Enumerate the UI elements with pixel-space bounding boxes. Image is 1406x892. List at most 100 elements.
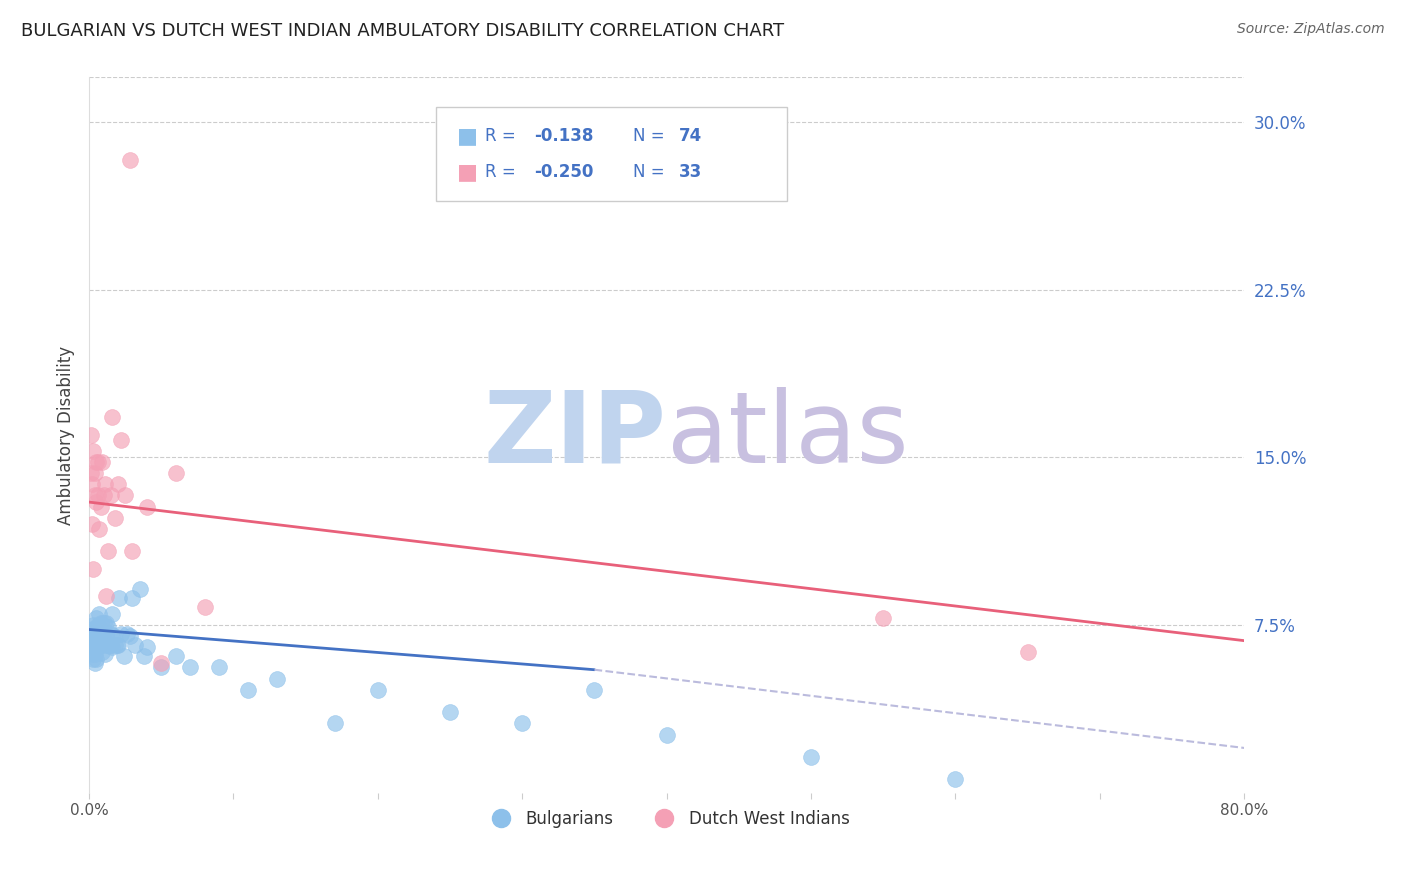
Point: [135, 500, 157, 514]
Point: [89, 522, 111, 536]
Point: [96, 589, 118, 603]
Text: atlas: atlas: [666, 386, 908, 483]
Text: 74: 74: [679, 128, 703, 145]
Point: [208, 660, 231, 674]
Point: [80, 629, 103, 643]
Point: [121, 544, 143, 558]
Point: [121, 591, 143, 606]
Point: [90, 615, 112, 630]
Point: [83, 623, 105, 637]
Point: [87, 488, 110, 502]
Point: [945, 772, 967, 787]
Point: [179, 660, 201, 674]
Point: [93, 633, 115, 648]
Point: [105, 638, 128, 652]
Point: [84, 455, 107, 469]
Point: [114, 488, 136, 502]
Point: [1017, 645, 1039, 659]
Point: [236, 682, 259, 697]
Point: [82, 629, 104, 643]
Point: [110, 627, 132, 641]
Point: [90, 500, 112, 514]
Point: [79, 640, 101, 655]
Text: R =: R =: [485, 128, 522, 145]
Text: N =: N =: [633, 128, 669, 145]
Point: [104, 638, 127, 652]
Point: [79, 466, 101, 480]
Point: [872, 611, 894, 625]
Point: [100, 488, 122, 502]
Point: [83, 656, 105, 670]
Point: [93, 615, 115, 630]
Point: [82, 640, 104, 655]
Point: [150, 660, 173, 674]
Point: [79, 629, 101, 643]
Legend: Bulgarians, Dutch West Indians: Bulgarians, Dutch West Indians: [477, 803, 856, 834]
Point: [82, 443, 104, 458]
Point: [101, 410, 124, 425]
Point: [80, 638, 103, 652]
Y-axis label: Ambulatory Disability: Ambulatory Disability: [58, 345, 75, 524]
Point: [97, 544, 120, 558]
Point: [93, 488, 115, 502]
Point: [83, 488, 105, 502]
Point: [84, 624, 107, 639]
Point: [94, 477, 117, 491]
Point: [132, 649, 155, 664]
Point: [367, 682, 389, 697]
Point: [100, 638, 122, 652]
Text: -0.138: -0.138: [534, 128, 593, 145]
Point: [84, 611, 107, 625]
Point: [165, 466, 187, 480]
Point: [323, 716, 346, 731]
Point: [165, 649, 187, 664]
Point: [93, 627, 115, 641]
Point: [110, 433, 132, 447]
Point: [107, 477, 129, 491]
Point: [118, 153, 141, 168]
Point: [82, 618, 104, 632]
Point: [94, 633, 117, 648]
Point: [87, 618, 110, 632]
Point: [91, 645, 114, 659]
Point: [83, 466, 105, 480]
Point: [89, 607, 111, 621]
Point: [655, 727, 678, 741]
Point: [800, 750, 823, 764]
Point: [93, 638, 115, 652]
Point: [135, 640, 157, 655]
Point: [100, 627, 122, 641]
Text: R =: R =: [485, 163, 522, 181]
Text: N =: N =: [633, 163, 669, 181]
Point: [89, 623, 111, 637]
Point: [124, 638, 146, 652]
Point: [87, 455, 110, 469]
Point: [79, 633, 101, 648]
Point: [112, 649, 135, 664]
Point: [87, 629, 110, 643]
Text: ZIP: ZIP: [484, 386, 666, 483]
Point: [118, 629, 141, 643]
Point: [84, 495, 107, 509]
Point: [194, 600, 217, 615]
Point: [510, 716, 533, 731]
Point: [94, 647, 117, 661]
Point: [79, 428, 101, 442]
Point: [98, 638, 121, 652]
Point: [82, 651, 104, 665]
Point: [91, 455, 114, 469]
Text: BULGARIAN VS DUTCH WEST INDIAN AMBULATORY DISABILITY CORRELATION CHART: BULGARIAN VS DUTCH WEST INDIAN AMBULATOR…: [21, 22, 785, 40]
Point: [115, 627, 138, 641]
Point: [583, 682, 606, 697]
Point: [87, 640, 110, 655]
Point: [84, 651, 107, 665]
Point: [128, 582, 150, 597]
Point: [108, 591, 131, 606]
Point: [104, 510, 127, 524]
Point: [80, 517, 103, 532]
Point: [80, 640, 103, 655]
Point: [107, 638, 129, 652]
Text: -0.250: -0.250: [534, 163, 593, 181]
Point: [83, 633, 105, 648]
Point: [80, 623, 103, 637]
